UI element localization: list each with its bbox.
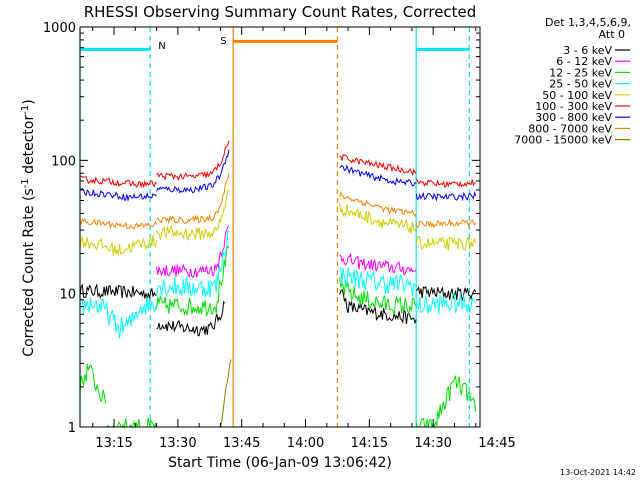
y-axis-label-sup1: -1 <box>20 178 31 188</box>
series-3-segment-2 <box>339 266 417 296</box>
axes: 1 10 100 1000 13:15 13:30 13:45 14:00 14:15 14:30… <box>43 21 516 451</box>
series-5-segment-2 <box>339 154 417 177</box>
legend-label-3: 25 - 50 keV <box>549 78 612 91</box>
x-tick-label-1: 13:30 <box>159 436 196 451</box>
footer-timestamp: 13-Oct-2021 14:42 <box>560 468 636 477</box>
series-2-segment-2 <box>156 245 230 317</box>
x-tick-label-4: 14:15 <box>351 436 388 451</box>
series-5-segment-1 <box>156 140 230 181</box>
flag-s-label: S <box>220 36 226 47</box>
series-7-segment-0 <box>79 217 158 230</box>
x-tick-label-6: 14:45 <box>478 436 515 451</box>
series-3-segment-0 <box>79 296 158 339</box>
y-tick-label-3: 1000 <box>43 21 76 36</box>
x-tick-label-2: 13:45 <box>223 436 260 451</box>
y-axis-label-end: ) <box>21 99 37 104</box>
legend-label-7: 800 - 7000 keV <box>528 122 612 135</box>
series-4-segment-3 <box>415 235 477 251</box>
series-4-segment-0 <box>79 234 158 256</box>
x-tick-label-3: 14:00 <box>287 436 324 451</box>
series-3-segment-3 <box>415 292 477 315</box>
series-6-segment-0 <box>79 188 157 202</box>
series-0-segment-3 <box>415 285 477 302</box>
series-0-segment-2 <box>339 288 417 325</box>
x-tick-label-5: 14:30 <box>414 436 451 451</box>
y-axis-label-mid: detector <box>21 115 37 179</box>
series-1-segment-0 <box>156 225 230 279</box>
legend-label-0: 3 - 6 keV <box>563 44 612 57</box>
series-2-segment-1 <box>105 417 158 429</box>
series-3-segment-1 <box>156 229 230 298</box>
series-7-segment-1 <box>156 173 230 225</box>
legend-label-4: 50 - 100 keV <box>542 89 612 102</box>
series-8-segment-0 <box>219 359 232 428</box>
x-axis-label: Start Time (06-Jan-09 13:06:42) <box>168 455 392 471</box>
series-5-segment-0 <box>79 175 157 189</box>
y-axis-label: Corrected Count Rate (s-1 detector-1) <box>20 99 37 356</box>
plot-frame <box>79 26 481 428</box>
series-6-segment-3 <box>415 191 477 202</box>
y-tick-label-2: 100 <box>51 154 76 169</box>
flag-n-label: N <box>158 41 165 52</box>
series-2-segment-4 <box>415 375 477 429</box>
y-axis-label-main: Corrected Count Rate (s <box>21 188 37 356</box>
series-1-segment-1 <box>339 252 417 276</box>
series-4-segment-1 <box>156 189 230 242</box>
series-2-segment-3 <box>339 276 417 316</box>
legend-label-6: 300 - 800 keV <box>535 111 612 124</box>
series-5-segment-3 <box>415 178 476 189</box>
legend-label-5: 100 - 300 keV <box>535 100 612 113</box>
series-6-segment-2 <box>339 164 417 187</box>
y-axis-label-sup2: -1 <box>20 105 31 115</box>
legend-header-2: Att 0 <box>599 28 625 41</box>
chart-title: RHESSI Observing Summary Count Rates, Co… <box>84 3 477 21</box>
series-7-segment-3 <box>415 218 477 229</box>
series-group <box>79 140 477 429</box>
series-6-segment-1 <box>156 149 230 194</box>
series-0-segment-0 <box>79 283 157 300</box>
x-tick-label-0: 13:15 <box>95 436 132 451</box>
y-tick-label-1: 10 <box>59 288 76 303</box>
legend-label-2: 12 - 25 keV <box>549 66 612 79</box>
legend-label-8: 7000 - 15000 keV <box>514 134 612 147</box>
series-4-segment-2 <box>339 202 417 234</box>
y-tick-label-0: 1 <box>68 421 76 436</box>
legend-header-1: Det 1,3,4,5,6,9, <box>545 16 631 29</box>
series-7-segment-2 <box>339 191 417 218</box>
series-2-segment-0 <box>79 363 106 404</box>
legend-label-1: 6 - 12 keV <box>556 55 612 68</box>
series-0-segment-1 <box>156 300 226 337</box>
